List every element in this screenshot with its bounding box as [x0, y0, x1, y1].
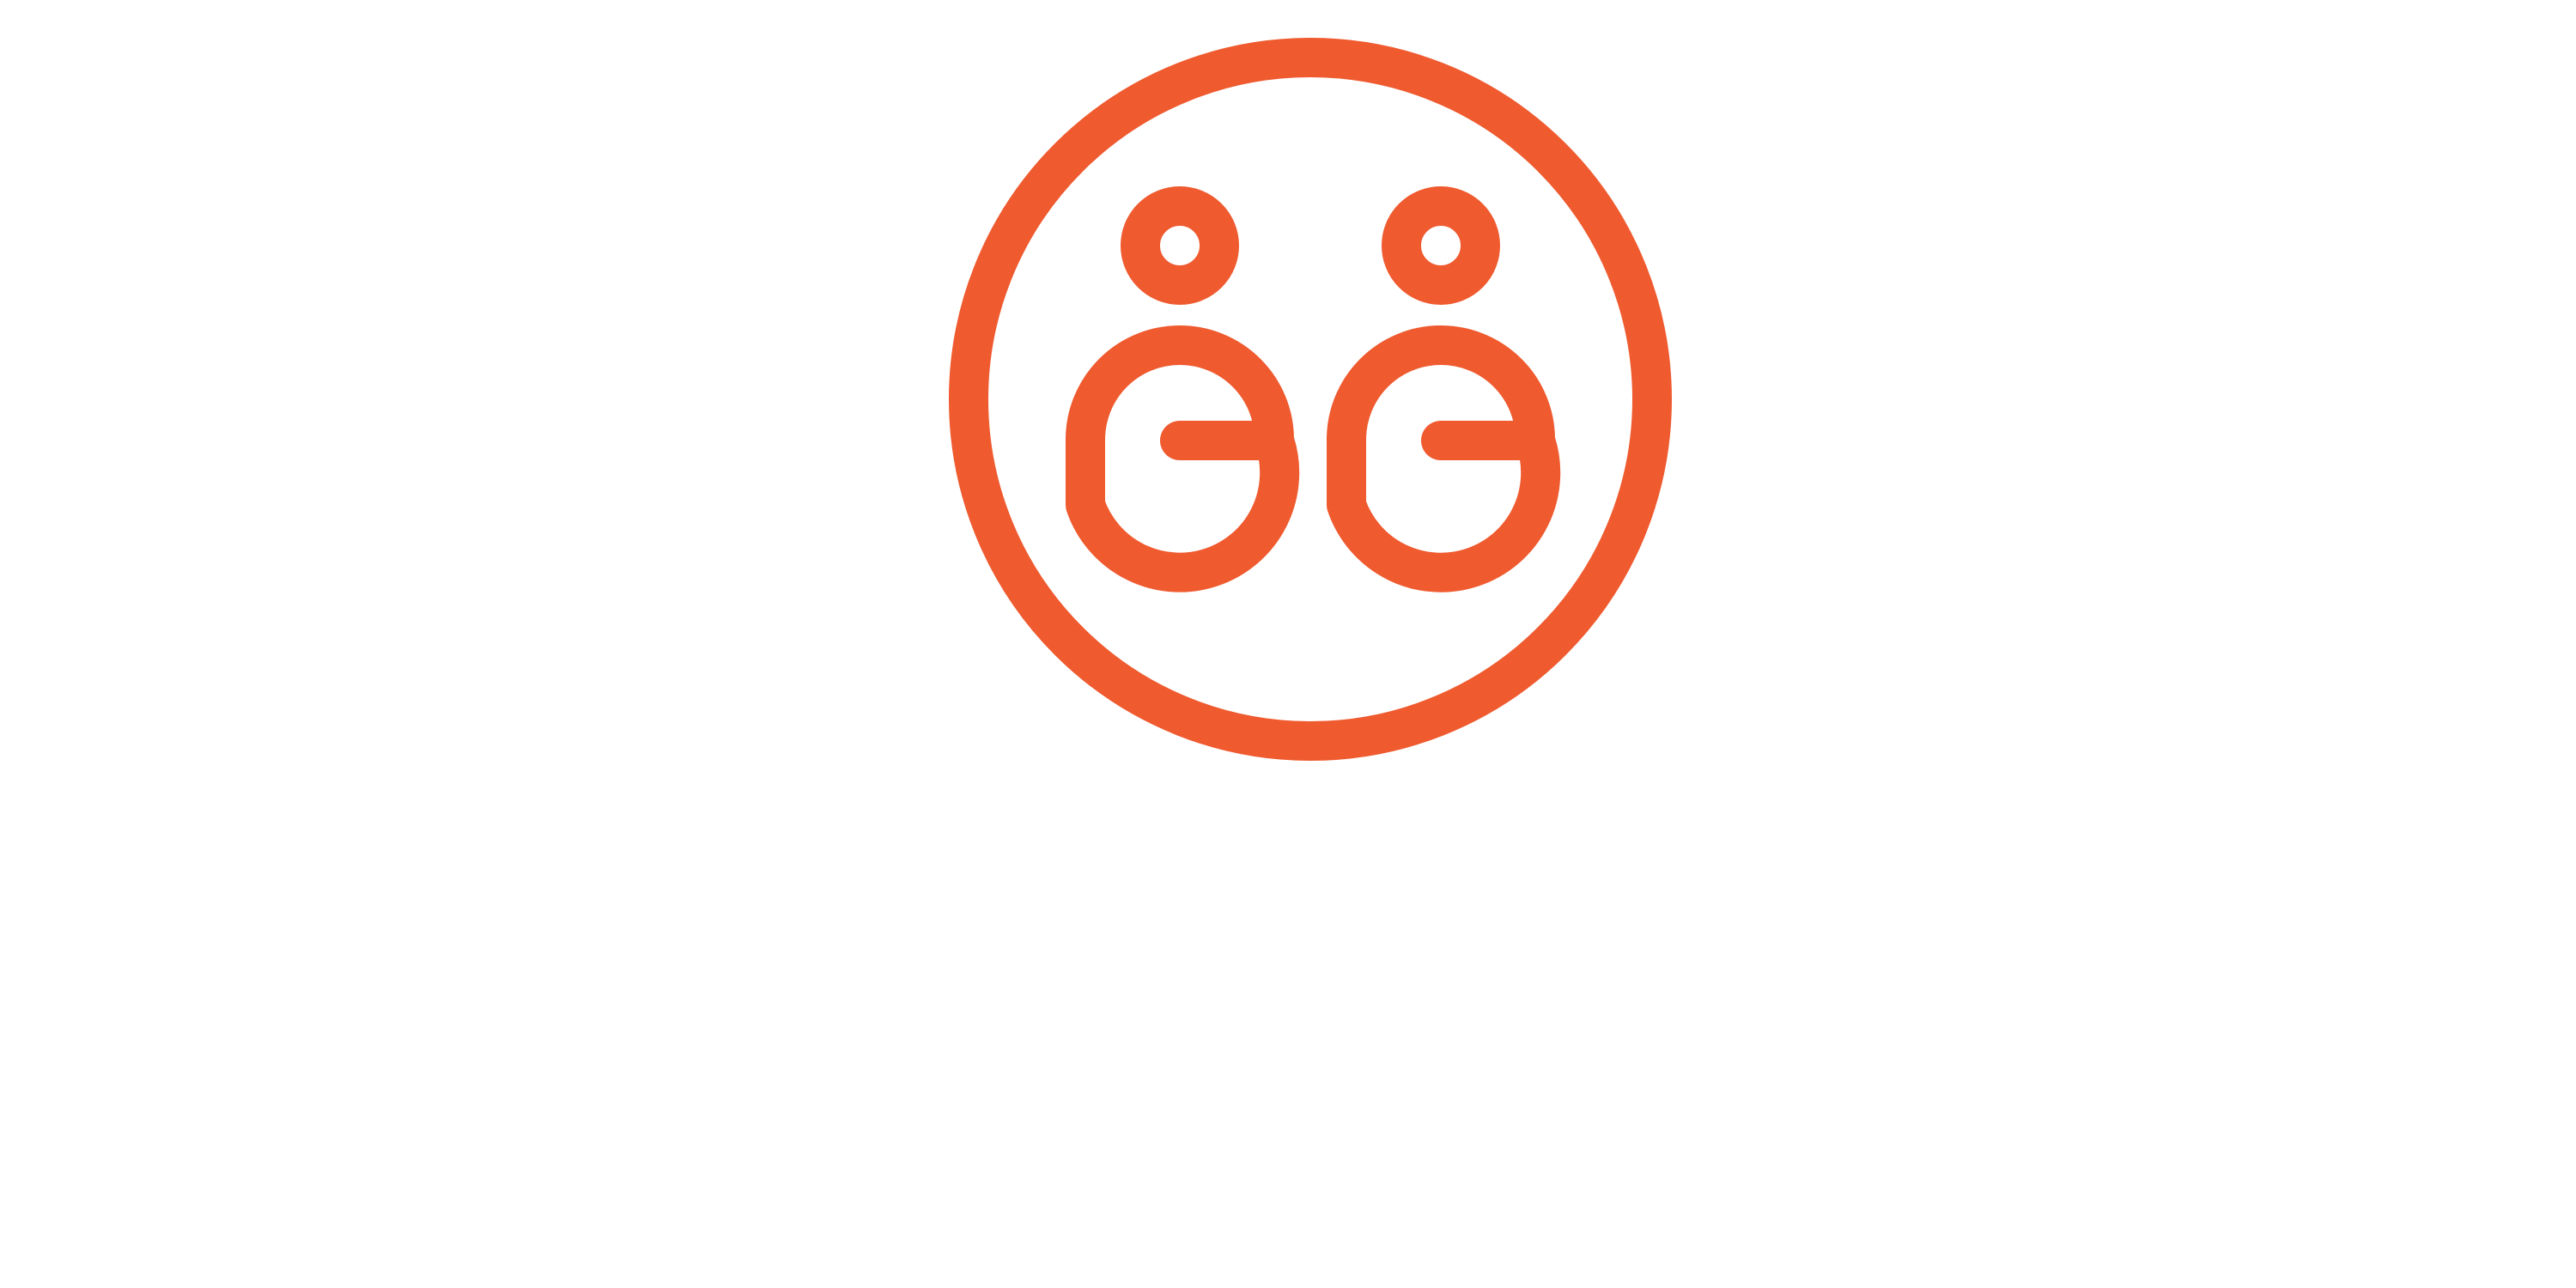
left-dot-icon [1121, 186, 1239, 305]
left-g-icon [1066, 325, 1300, 592]
right-g-icon [1327, 325, 1561, 592]
right-dot-icon [1382, 186, 1500, 305]
outer-ring-icon [949, 38, 1672, 761]
